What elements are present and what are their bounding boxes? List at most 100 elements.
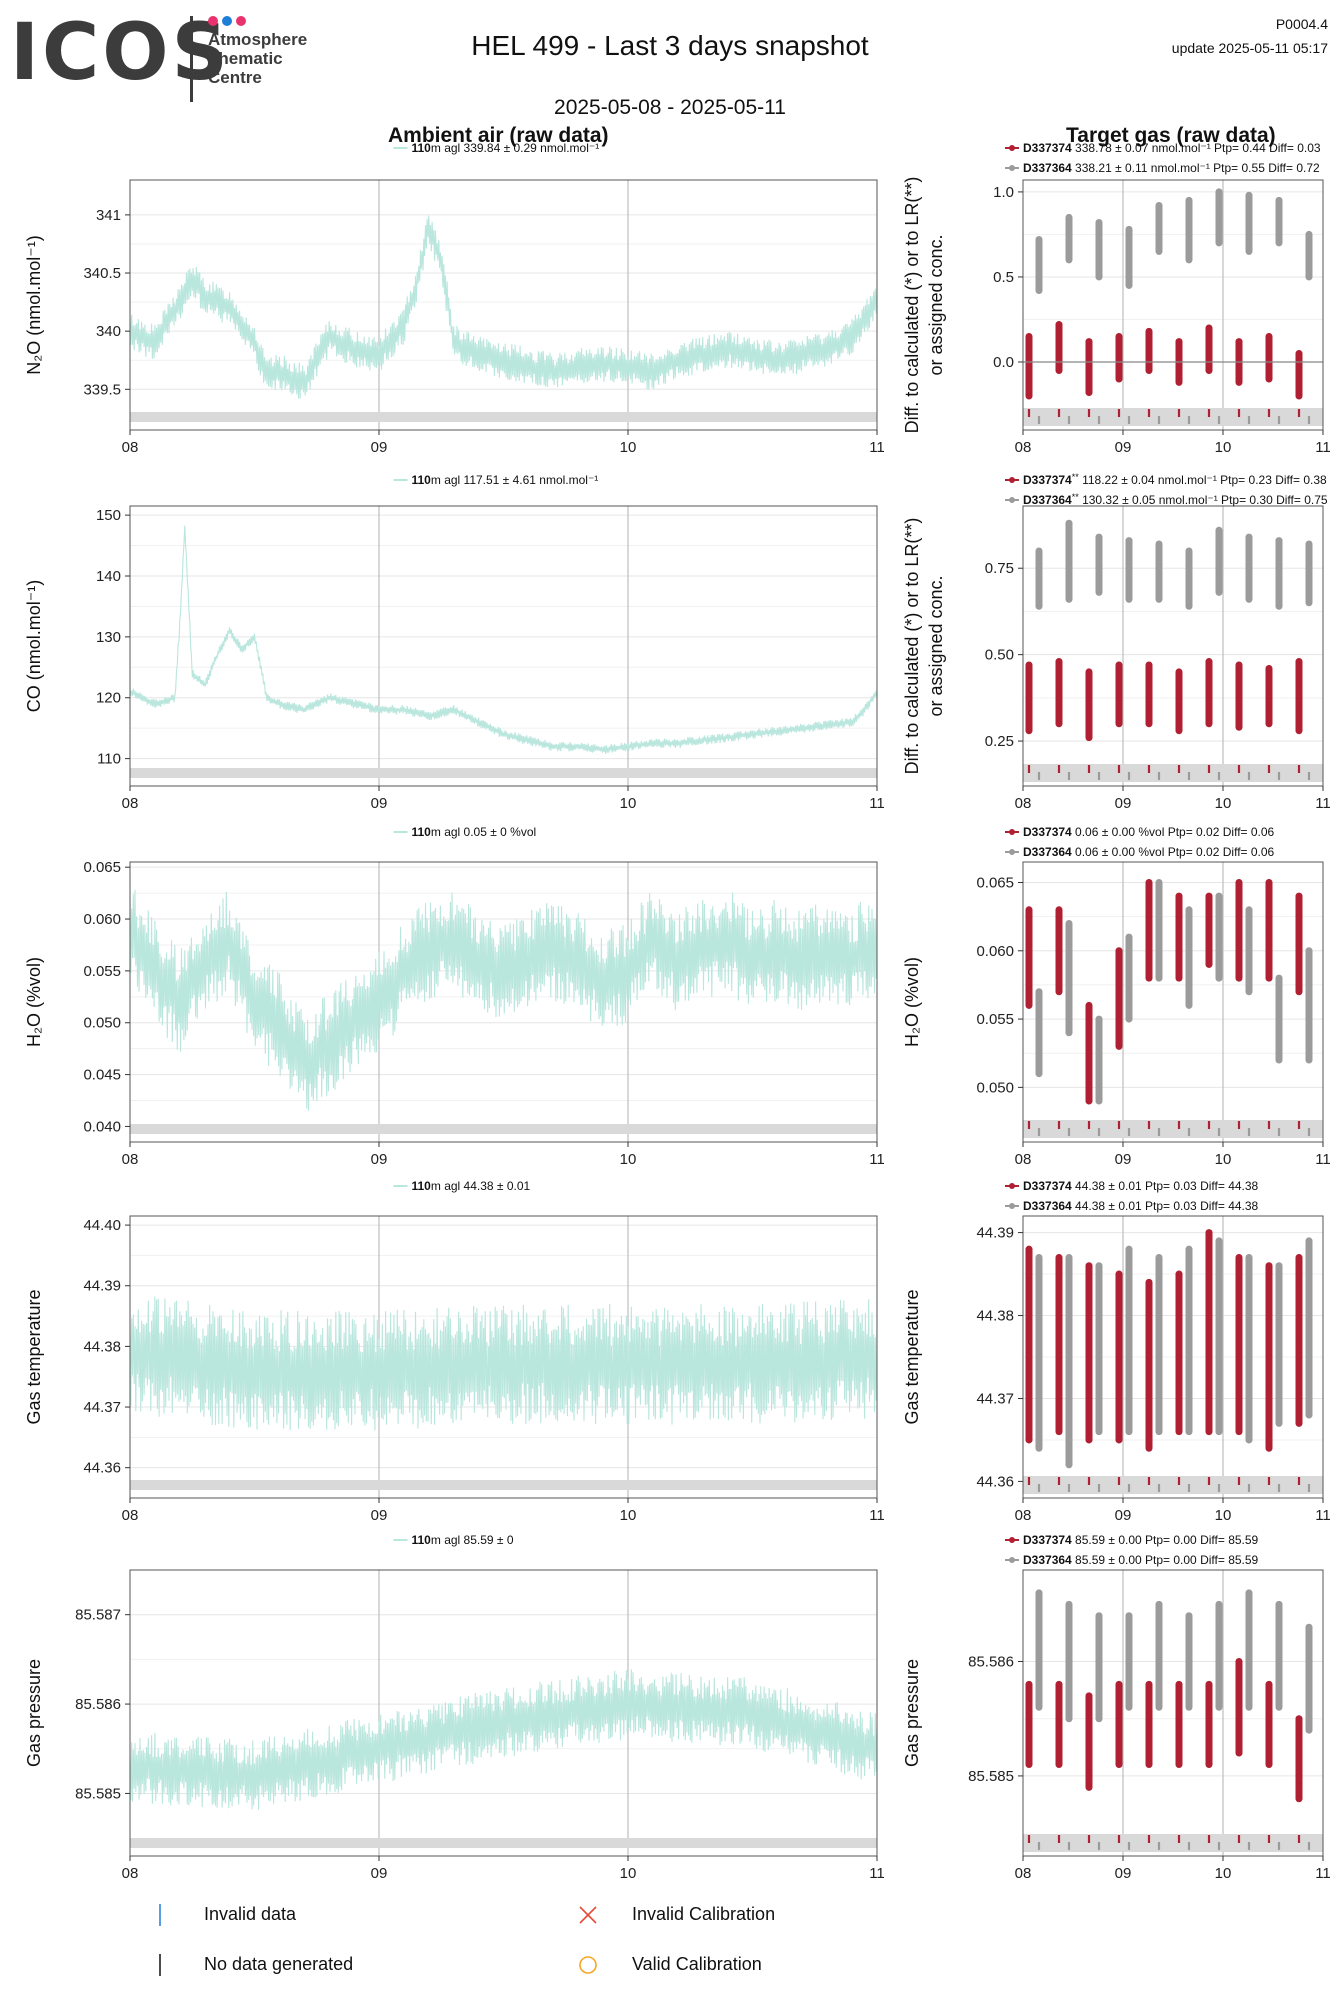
co-target-D337374-run-7-point — [1235, 672, 1243, 679]
pres-target-D337364-run-3-point — [1125, 1704, 1133, 1711]
temp-ambient-flag-band — [130, 1480, 877, 1490]
temp-target-D337374-run-3-point — [1115, 1270, 1123, 1278]
h2o-target-frame — [1022, 861, 1324, 1143]
temp-target-D337364-run-6-point — [1215, 1237, 1223, 1245]
temp-target-D337364-run-3-point — [1125, 1245, 1133, 1253]
n2o-target-D337364-run-1-point — [1065, 242, 1073, 249]
co-target-D337364-run-3-point — [1125, 576, 1133, 583]
n2o-target-D337374-run-3-point — [1115, 368, 1123, 376]
n2o-target-D337374-run-3-point — [1115, 361, 1123, 369]
h2o-ambient-xtick-label: 11 — [869, 1151, 885, 1168]
temp-target-D337364-run-2-point — [1095, 1317, 1103, 1325]
h2o-target-xtick-label: 08 — [1015, 1151, 1032, 1168]
n2o-target-D337374-run-4-point — [1145, 347, 1153, 355]
h2o-ambient-xtick-label: 09 — [371, 1151, 388, 1168]
h2o-target-D337374-run-6-point — [1205, 949, 1213, 957]
co-target-D337374-run-7-point — [1235, 703, 1243, 710]
n2o-target-D337364-run-2-point — [1095, 264, 1103, 272]
pres-target-D337374-run-1-point — [1055, 1694, 1063, 1701]
co-target-D337364-run-3-point — [1125, 596, 1133, 603]
h2o-target-D337374-run-2-point — [1085, 1002, 1093, 1009]
co-target-xtick-label: 10 — [1215, 795, 1232, 812]
valid-cal-symbol — [579, 1956, 597, 1974]
h2o-target-D337374-run-1-point — [1055, 933, 1063, 941]
pres-target-D337364-run-7-point — [1245, 1685, 1253, 1692]
n2o-target-panel: 0.0 0.5 1.0 08 09 10 11 Diff. to calculated (*)… — [902, 141, 1331, 456]
temp-target-D337364-run-9-point — [1305, 1382, 1313, 1390]
co-ambient-xtick-label: 10 — [620, 795, 637, 812]
h2o-target-xtick-label: 10 — [1215, 1151, 1232, 1168]
co-target-D337364-run-3-point — [1125, 537, 1133, 544]
temp-target-D337364-run-4-point — [1155, 1254, 1163, 1261]
logo-subtitle: Atmosphere Thematic Centre — [208, 30, 307, 87]
n2o-target-D337364-run-7-point — [1245, 220, 1253, 227]
h2o-target-D337364-run-2-point — [1095, 1084, 1103, 1091]
h2o-target-D337374-run-7-point — [1235, 943, 1243, 950]
co-ambient-ytick-label: 150 — [96, 507, 121, 524]
n2o-target-D337364-run-5-point — [1185, 197, 1193, 204]
pres-target-D337374-run-6-point — [1205, 1694, 1213, 1701]
co-target-D337364-run-1-point — [1065, 545, 1073, 552]
h2o-target-legend-entry: D337374 0.06 ± 0.00 %vol Ptp= 0.02 Diff=… — [1023, 825, 1275, 839]
co-target-D337364-run-4-point — [1155, 540, 1163, 548]
temp-target-D337374-run-4-point — [1145, 1334, 1153, 1341]
pres-target-D337374-run-8-point — [1265, 1707, 1273, 1715]
temp-target-D337364-run-4-point — [1155, 1283, 1163, 1290]
n2o-ambient-flag-band — [130, 412, 877, 422]
h2o-target-D337364-run-6-point — [1215, 961, 1223, 968]
co-target-xtick-label: 08 — [1015, 795, 1032, 812]
pres-ambient-ylabel: Gas pressure — [24, 1659, 44, 1767]
co-target-xtick-label: 11 — [1315, 795, 1331, 812]
pres-target-D337374-run-8-point — [1265, 1761, 1273, 1768]
n2o-target-D337364-run-8-point — [1275, 232, 1283, 240]
h2o-ambient-ytick-label: 0.045 — [83, 1067, 121, 1084]
h2o-target-D337364-run-9-point — [1305, 947, 1313, 954]
co-target-D337374-run-3-point — [1115, 710, 1123, 718]
temp-target-D337374-run-0-point — [1025, 1373, 1033, 1380]
h2o-target-D337364-run-4-point — [1155, 974, 1163, 982]
h2o-target-D337374-run-7-point — [1235, 958, 1243, 966]
pres-target-D337374-run-4-point — [1145, 1681, 1153, 1688]
co-target-D337374-run-2-point — [1085, 668, 1093, 676]
h2o-target-D337364-run-1-point — [1065, 1011, 1073, 1018]
temp-target-D337364-run-3-point — [1125, 1367, 1133, 1375]
co-target-D337364-run-7-point — [1245, 596, 1253, 603]
h2o-target-D337364-run-8-point — [1275, 974, 1283, 982]
pres-target-D337364-run-1-point — [1065, 1620, 1073, 1627]
co-target-D337364-run-0-point — [1035, 593, 1043, 601]
pres-target-D337374-run-2-point — [1085, 1784, 1093, 1791]
co-target-D337364-run-0-point — [1035, 584, 1043, 592]
logo-dot-2 — [222, 16, 232, 26]
temp-target-D337374-run-8-point — [1265, 1445, 1273, 1452]
pres-target-xtick-label: 10 — [1215, 1865, 1232, 1882]
co-target-D337364-run-2-point — [1095, 580, 1103, 587]
co-target-frame — [1022, 505, 1324, 787]
co-target-D337374-run-4-point — [1145, 691, 1153, 698]
h2o-target-D337364-run-2-point — [1095, 1015, 1103, 1023]
n2o-target-D337364-run-1-point — [1065, 256, 1073, 264]
h2o-target-legend-entry: D337364 0.06 ± 0.00 %vol Ptp= 0.02 Diff=… — [1023, 845, 1275, 859]
n2o-target-D337364-run-0-point — [1035, 253, 1043, 260]
temp-target-D337364-run-0-point — [1035, 1286, 1043, 1293]
temp-ambient-series-line — [129, 1296, 878, 1431]
pres-target-D337364-run-7-point — [1245, 1589, 1253, 1597]
n2o-target-D337364-run-7-point — [1245, 192, 1253, 199]
h2o-target-D337374-run-0-point — [1025, 1002, 1033, 1009]
co-target-legend-entry: D337364** 130.32 ± 0.05 nmol.mol⁻¹ Ptp= … — [1023, 492, 1328, 507]
temp-target-panel: 44.36 44.37 44.38 44.39 08 09 10 11 Gas temperat… — [902, 1179, 1331, 1524]
pres-target-D337364-run-1-point — [1065, 1601, 1073, 1608]
h2o-target-xtick-label: 09 — [1115, 1151, 1132, 1168]
temp-target-D337374-run-3-point — [1115, 1436, 1123, 1444]
pres-target-D337374-run-9-point — [1295, 1768, 1303, 1776]
temp-target-D337374-run-8-point — [1265, 1414, 1273, 1422]
pres-target-D337364-run-0-point — [1035, 1646, 1043, 1654]
h2o-target-D337364-run-2-point — [1095, 1097, 1103, 1105]
pres-target-D337364-run-5-point — [1185, 1612, 1193, 1619]
co-target-D337374-run-4-point — [1145, 700, 1153, 708]
co-target-legend-entry: D337374** 118.22 ± 0.04 nmol.mol⁻¹ Ptp= … — [1023, 472, 1327, 487]
temp-target-D337364-run-9-point — [1305, 1353, 1313, 1361]
charts-canvas: 339.5 340 340.5 341 08 09 10 11 N₂O (nmol.mol⁻¹)… — [24, 141, 1331, 1882]
h2o-target-D337364-run-5-point — [1185, 1002, 1193, 1009]
pres-target-D337374-run-9-point — [1295, 1742, 1303, 1749]
pres-target-D337374-run-7-point — [1235, 1688, 1243, 1696]
